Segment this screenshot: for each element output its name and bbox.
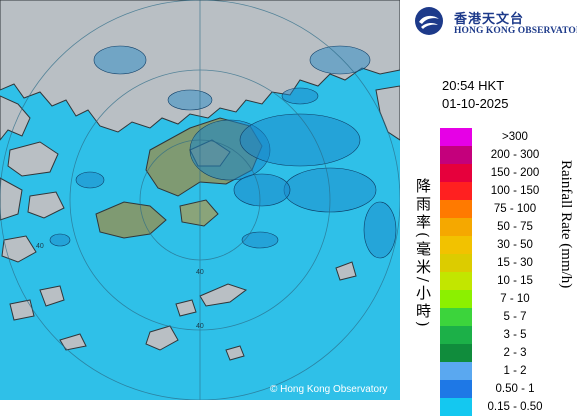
- legend-label: 0.15 - 0.50: [487, 401, 543, 413]
- legend-swatch: [440, 272, 472, 290]
- legend-label: 3 - 5: [503, 329, 527, 341]
- legend-swatch: [440, 146, 472, 164]
- legend-swatch: [440, 236, 472, 254]
- legend-label: 1 - 2: [503, 365, 527, 377]
- range-ring-label: 40: [36, 243, 44, 250]
- legend-label: 0.50 - 1: [495, 383, 535, 395]
- legend-label: 50 - 75: [497, 221, 533, 233]
- time-label: 20:54 HKT: [442, 78, 505, 93]
- legend-swatch: [440, 308, 472, 326]
- legend-label: 15 - 30: [497, 257, 533, 269]
- legend-title-en: Rainfall Rate (mm/h): [558, 160, 574, 289]
- range-ring-label: 40: [196, 323, 204, 330]
- legend-label: 7 - 10: [500, 293, 530, 305]
- range-rings: [0, 0, 400, 400]
- legend-label: 2 - 3: [503, 347, 527, 359]
- legend-label: 75 - 100: [493, 203, 537, 215]
- legend-swatch: [440, 362, 472, 380]
- org-name-zh: 香港天文台: [454, 12, 525, 27]
- legend-label: 150 - 200: [490, 167, 540, 179]
- legend-swatch: [440, 128, 472, 146]
- legend-label: >300: [502, 131, 528, 143]
- org-name-en: HONG KONG OBSERVATORY: [454, 26, 577, 36]
- legend-title-zh: 降雨率(毫米/小時): [414, 178, 432, 330]
- legend-label: 100 - 150: [490, 185, 540, 197]
- date-label: 01-10-2025: [442, 96, 509, 111]
- map-copyright: © Hong Kong Observatory: [270, 384, 388, 395]
- legend-swatch: [440, 326, 472, 344]
- legend-swatch: [440, 218, 472, 236]
- radar-map: 40 40 40: [0, 0, 400, 400]
- legend-swatch: [440, 344, 472, 362]
- legend-label: 200 - 300: [490, 149, 540, 161]
- legend-swatch: [440, 290, 472, 308]
- legend-swatch: [440, 200, 472, 218]
- legend-color-bar: [440, 128, 472, 416]
- estuary-islands: [0, 141, 65, 321]
- legend-swatch: [440, 398, 472, 416]
- legend-swatch: [440, 164, 472, 182]
- observatory-emblem-icon: [415, 7, 443, 35]
- legend-swatch: [440, 182, 472, 200]
- legend-swatch: [440, 380, 472, 398]
- legend-label: 30 - 50: [497, 239, 533, 251]
- observatory-logo: 香港天文台 HONG KONG OBSERVATORY: [414, 6, 577, 40]
- south-islands: [59, 261, 357, 361]
- info-panel: 香港天文台 HONG KONG OBSERVATORY 20:54 HKT 01…: [400, 0, 577, 416]
- legend-label: 5 - 7: [503, 311, 527, 323]
- radar-echoes: [49, 45, 397, 259]
- legend-swatch: [440, 254, 472, 272]
- legend-label: 10 - 15: [497, 275, 533, 287]
- range-ring-label: 40: [196, 269, 204, 276]
